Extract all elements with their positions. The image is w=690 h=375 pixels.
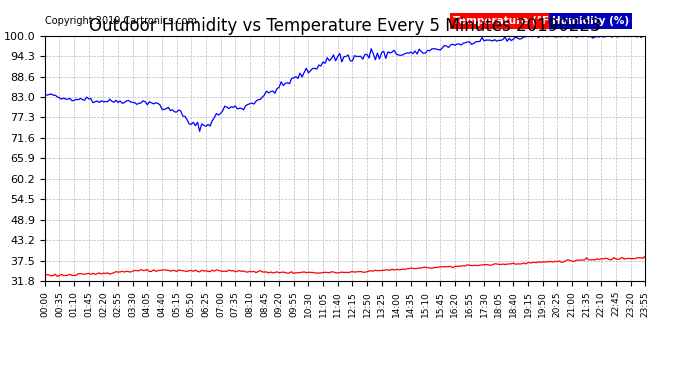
Text: Temperature (°F): Temperature (°F): [453, 16, 554, 26]
Text: Copyright 2019 Cartronics.com: Copyright 2019 Cartronics.com: [45, 16, 197, 26]
Text: Humidity (%): Humidity (%): [552, 16, 629, 26]
Title: Outdoor Humidity vs Temperature Every 5 Minutes 20190223: Outdoor Humidity vs Temperature Every 5 …: [89, 18, 601, 36]
